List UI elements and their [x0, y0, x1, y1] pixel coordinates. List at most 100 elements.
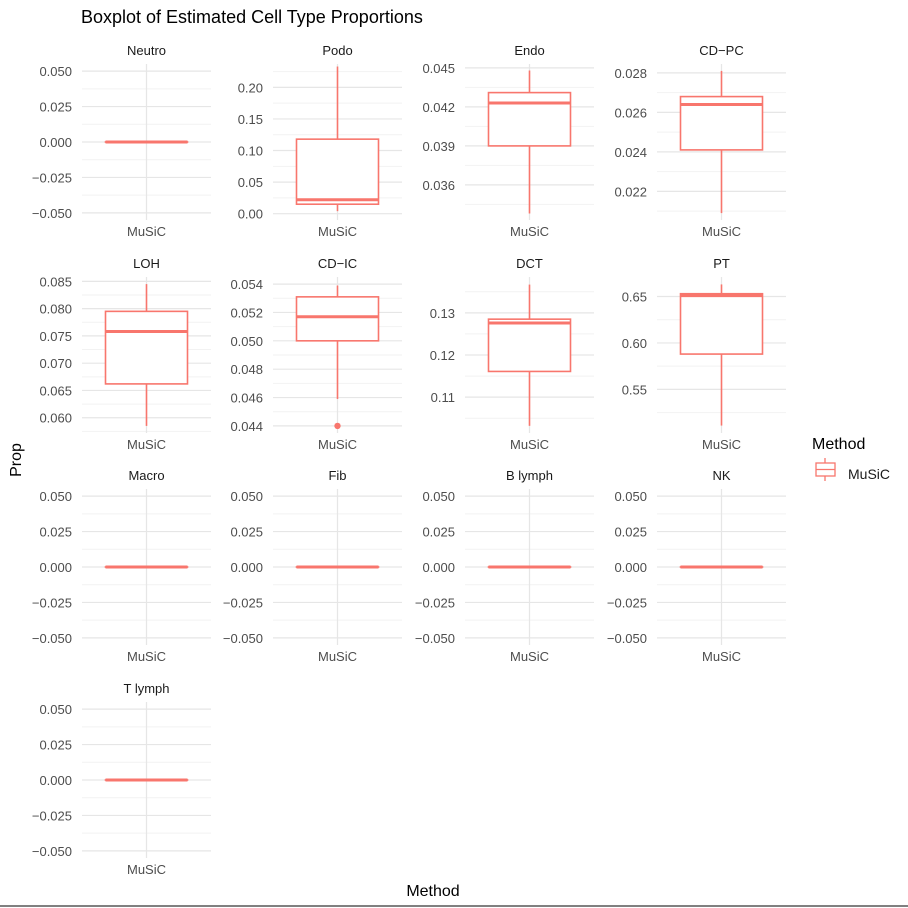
y-tick-label: 0.080: [39, 302, 72, 317]
y-tick-label: 0.55: [622, 382, 647, 397]
y-tick-label: 0.070: [39, 356, 72, 371]
y-tick-label: 0.036: [422, 178, 455, 193]
chart-title: Boxplot of Estimated Cell Type Proportio…: [81, 7, 423, 27]
y-tick-label: 0.075: [39, 329, 72, 344]
legend: Method MuSiC: [812, 436, 890, 482]
facet-panel: CD−PC 0.022 0.024 0.026 0.028 MuSiC: [614, 43, 786, 239]
y-tick-label: 0.054: [230, 277, 263, 292]
y-tick-label: 0.000: [422, 560, 455, 575]
y-tick-label: 0.024: [614, 145, 647, 160]
facet-strip-label: Fib: [328, 468, 346, 483]
y-tick-label: 0.025: [39, 525, 72, 540]
y-tick-label: 0.10: [238, 144, 263, 159]
facet-panel: NK −0.050 −0.025 0.000 0.025 0.050 MuSiC: [607, 468, 786, 664]
y-tick-label: 0.050: [39, 64, 72, 79]
y-tick-label: −0.025: [32, 808, 72, 823]
legend-key: [815, 458, 836, 481]
y-tick-label: 0.00: [238, 207, 263, 222]
y-tick-label: 0.046: [230, 391, 263, 406]
y-tick-label: 0.065: [39, 383, 72, 398]
facet-strip-label: CD−PC: [699, 43, 743, 58]
facet-strip-label: DCT: [516, 256, 543, 271]
y-tick-label: −0.050: [32, 206, 72, 221]
y-tick-label: 0.20: [238, 80, 263, 95]
y-tick-label: 0.000: [39, 773, 72, 788]
box-iqr: [679, 292, 764, 355]
y-tick-label: −0.025: [415, 595, 455, 610]
y-tick-label: 0.000: [39, 135, 72, 150]
outlier-point: [334, 422, 341, 430]
y-tick-label: −0.050: [415, 631, 455, 646]
y-tick-label: 0.15: [238, 112, 263, 127]
y-tick-label: 0.025: [39, 100, 72, 115]
y-tick-label: 0.026: [614, 105, 647, 120]
y-tick-label: 0.000: [230, 560, 263, 575]
facet-panels: Neutro−0.050−0.0250.0000.0250.050MuSiCPo…: [32, 43, 786, 877]
y-tick-label: 0.05: [238, 175, 263, 190]
y-tick-label: 0.025: [614, 525, 647, 540]
facet-strip-label: PT: [713, 256, 730, 271]
facet-strip-label: T lymph: [124, 681, 170, 696]
x-tick-label: MuSiC: [510, 437, 549, 452]
facet-strip-label: Neutro: [127, 43, 166, 58]
y-tick-label: 0.028: [614, 66, 647, 81]
facet-panel: LOH 0.060 0.065 0.070 0.075 0.080 0.085 MuSiC: [39, 256, 211, 452]
x-tick-label: MuSiC: [127, 649, 166, 664]
facet-strip-label: CD−IC: [318, 256, 357, 271]
box-iqr: [104, 310, 189, 385]
y-tick-label: 0.025: [39, 738, 72, 753]
y-tick-label: 0.025: [422, 525, 455, 540]
facet-panel: Endo 0.036 0.039 0.042 0.045 MuSiC: [422, 43, 594, 239]
x-tick-label: MuSiC: [318, 437, 357, 452]
y-tick-label: 0.039: [422, 139, 455, 154]
facet-panel: CD−IC 0.044 0.046 0.048 0.050 0.052 0.054 MuSiC: [230, 256, 402, 452]
y-tick-label: 0.044: [230, 419, 263, 434]
y-tick-label: 0.050: [230, 334, 263, 349]
y-axis-label: Prop: [8, 443, 25, 477]
y-tick-label: −0.050: [607, 631, 647, 646]
facet-panel: Podo 0.00 0.05 0.10 0.15 0.20 MuSiC: [238, 43, 402, 239]
facet-strip-label: Macro: [128, 468, 164, 483]
facet-panel: PT 0.55 0.60 0.65 MuSiC: [622, 256, 786, 452]
y-tick-label: 0.052: [230, 305, 263, 320]
x-tick-label: MuSiC: [510, 649, 549, 664]
box-iqr: [295, 296, 380, 342]
facet-strip-label: Podo: [322, 43, 352, 58]
y-tick-label: 0.000: [614, 560, 647, 575]
y-tick-label: −0.025: [32, 595, 72, 610]
facet-panel: Fib −0.050 −0.025 0.000 0.025 0.050 MuSiC: [223, 468, 402, 664]
y-tick-label: 0.050: [230, 489, 263, 504]
x-axis-label: Method: [406, 883, 459, 900]
box-iqr: [295, 138, 380, 206]
legend-entry-label: MuSiC: [848, 466, 890, 482]
y-tick-label: 0.050: [39, 702, 72, 717]
facet-strip-label: NK: [712, 468, 730, 483]
facet-panel: Neutro −0.050 −0.025 0.000 0.025 0.050 MuSiC: [32, 43, 211, 239]
facet-panel: B lymph −0.050 −0.025 0.000 0.025 0.050 MuSiC: [415, 468, 594, 664]
facet-panel: Macro −0.050 −0.025 0.000 0.025 0.050 MuSiC: [32, 468, 211, 664]
y-tick-label: 0.050: [422, 489, 455, 504]
y-tick-label: 0.042: [422, 100, 455, 115]
y-tick-label: 0.050: [39, 489, 72, 504]
facet-strip-label: B lymph: [506, 468, 553, 483]
y-tick-label: −0.025: [223, 595, 263, 610]
y-tick-label: 0.048: [230, 362, 263, 377]
facet-strip-label: LOH: [133, 256, 160, 271]
x-tick-label: MuSiC: [127, 862, 166, 877]
box-iqr: [487, 91, 572, 147]
y-tick-label: 0.65: [622, 290, 647, 305]
y-tick-label: 0.022: [614, 184, 647, 199]
box-iqr: [487, 318, 572, 373]
y-tick-label: 0.13: [430, 306, 455, 321]
y-tick-label: 0.000: [39, 560, 72, 575]
y-tick-label: 0.045: [422, 61, 455, 76]
y-tick-label: −0.050: [32, 844, 72, 859]
y-tick-label: −0.025: [32, 170, 72, 185]
y-tick-label: 0.60: [622, 336, 647, 351]
y-tick-label: −0.050: [32, 631, 72, 646]
x-tick-label: MuSiC: [702, 437, 741, 452]
x-tick-label: MuSiC: [318, 224, 357, 239]
y-tick-label: 0.12: [430, 348, 455, 363]
y-tick-label: 0.060: [39, 411, 72, 426]
